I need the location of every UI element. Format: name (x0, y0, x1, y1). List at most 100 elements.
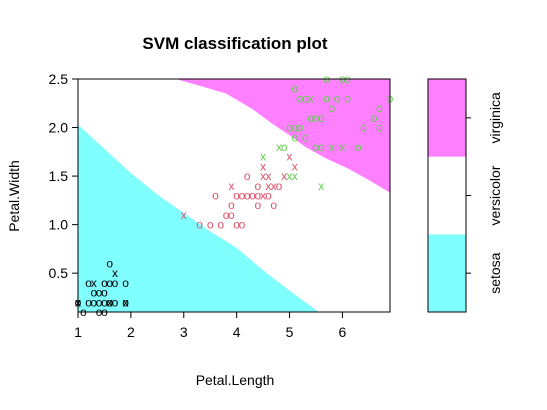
setosa-point-8: o (85, 295, 92, 309)
virginica-point-8: o (291, 82, 298, 96)
decision-region-layer (78, 79, 390, 312)
versicolor-point-14: o (244, 169, 251, 183)
versicolor-point-29: x (287, 150, 293, 164)
versicolor-point-0: x (181, 208, 187, 222)
versicolor-legend-swatch (428, 156, 466, 235)
virginica-point-9: o (297, 121, 304, 135)
versicolor-point-1: o (196, 218, 203, 232)
virginica-point-32: o (376, 121, 383, 135)
y-tick-label-2.5: 2.5 (49, 71, 69, 87)
x-tick-label-3: 3 (180, 324, 188, 340)
setosa-point-0: o (96, 295, 103, 309)
versicolor-point-17: o (254, 189, 261, 203)
versicolor-point-6: o (228, 208, 235, 222)
setosa-point-21: x (123, 295, 129, 309)
virginica-point-33: o (376, 101, 383, 115)
x-axis-title: Petal.Length (196, 372, 275, 388)
x-axis: 1 2 3 4 5 6 (74, 312, 347, 340)
versicolor-point-10: o (233, 189, 240, 203)
y-axis: 0.5 1.0 1.5 2.0 2.5 (49, 71, 78, 281)
virginica-point-7: o (291, 121, 298, 135)
setosa-legend-label: setosa (487, 252, 503, 293)
virginica-point-29: o (355, 140, 362, 154)
x-tick-label-5: 5 (286, 324, 294, 340)
versicolor-point-7: o (228, 198, 235, 212)
chart-title: SVM classification plot (142, 34, 327, 53)
class-legend-panel: setosa versicolor virginica (427, 78, 503, 313)
virginica-point-24: o (334, 91, 341, 105)
setosa-point-16: o (122, 276, 129, 290)
x-tick-label-6: 6 (339, 324, 347, 340)
virginica-point-14: x (308, 91, 314, 105)
setosa-decision-region (78, 124, 319, 312)
versicolor-point-23: x (265, 179, 271, 193)
y-axis-title: Petal.Width (6, 160, 22, 232)
setosa-point-4: o (96, 286, 103, 300)
versicolor-point-30: x (292, 159, 298, 173)
virginica-point-22: x (329, 140, 335, 154)
versicolor-point-28: x (281, 169, 287, 183)
versicolor-point-16: o (254, 198, 261, 212)
virginica-point-13: o (307, 111, 314, 125)
legend-frame (427, 78, 467, 313)
versicolor-point-3: o (212, 189, 219, 203)
x-tick-label-2: 2 (127, 324, 135, 340)
y-tick-label-1.0: 1.0 (49, 217, 69, 233)
setosa-point-14: o (91, 286, 98, 300)
virginica-decision-region (175, 79, 390, 193)
versicolor-point-13: o (244, 189, 251, 203)
setosa-point-2: o (101, 295, 108, 309)
setosa-point-13: o (101, 276, 108, 290)
versicolor-point-19: x (260, 189, 266, 203)
virginica-point-27: o (344, 91, 351, 105)
versicolor-point-25: o (270, 198, 277, 212)
setosa-point-15: o (106, 276, 113, 290)
versicolor-point-27: o (276, 179, 283, 193)
versicolor-point-5: o (223, 208, 230, 222)
y-tick-label-1.5: 1.5 (49, 168, 69, 184)
virginica-point-10: o (297, 91, 304, 105)
versicolor-point-22: o (265, 189, 272, 203)
setosa-point-12: o (106, 256, 113, 270)
virginica-point-15: o (313, 140, 320, 154)
y-tick-label-2.0: 2.0 (49, 120, 69, 136)
virginica-legend-swatch (428, 79, 466, 157)
plot-frame (77, 78, 391, 313)
versicolor-point-24: x (265, 169, 271, 183)
virginica-point-6: o (291, 130, 298, 144)
versicolor-point-20: x (260, 169, 266, 183)
virginica-point-19: o (318, 111, 325, 125)
x-tick-label-4: 4 (233, 324, 241, 340)
setosa-point-11: o (122, 295, 129, 309)
versicolor-point-26: x (271, 179, 277, 193)
setosa-legend-swatch (428, 234, 466, 312)
virginica-point-31: o (371, 111, 378, 125)
virginica-point-25: x (339, 140, 345, 154)
virginica-point-2: o (281, 140, 288, 154)
virginica-legend-label: virginica (487, 92, 503, 144)
versicolor-point-18: o (254, 179, 261, 193)
setosa-point-17: o (101, 286, 108, 300)
setosa-point-1: o (91, 295, 98, 309)
versicolor-point-4: o (217, 218, 224, 232)
virginica-point-11: o (302, 130, 309, 144)
virginica-point-0: x (260, 150, 266, 164)
setosa-point-10: o (112, 295, 119, 309)
versicolor-point-15: o (249, 189, 256, 203)
versicolor-point-8: x (228, 179, 234, 193)
versicolor-point-12: o (239, 189, 246, 203)
virginica-point-20: o (323, 91, 330, 105)
versicolor-point-11: o (239, 218, 246, 232)
virginica-point-12: o (302, 91, 309, 105)
virginica-point-3: x (287, 169, 293, 183)
virginica-point-1: x (276, 140, 282, 154)
setosa-point-22: x (91, 276, 97, 290)
setosa-point-19: o (85, 276, 92, 290)
versicolor-legend-label: versicolor (487, 165, 503, 225)
versicolor-point-9: o (233, 218, 240, 232)
setosa-point-20: x (112, 266, 118, 280)
virginica-point-30: o (360, 121, 367, 135)
